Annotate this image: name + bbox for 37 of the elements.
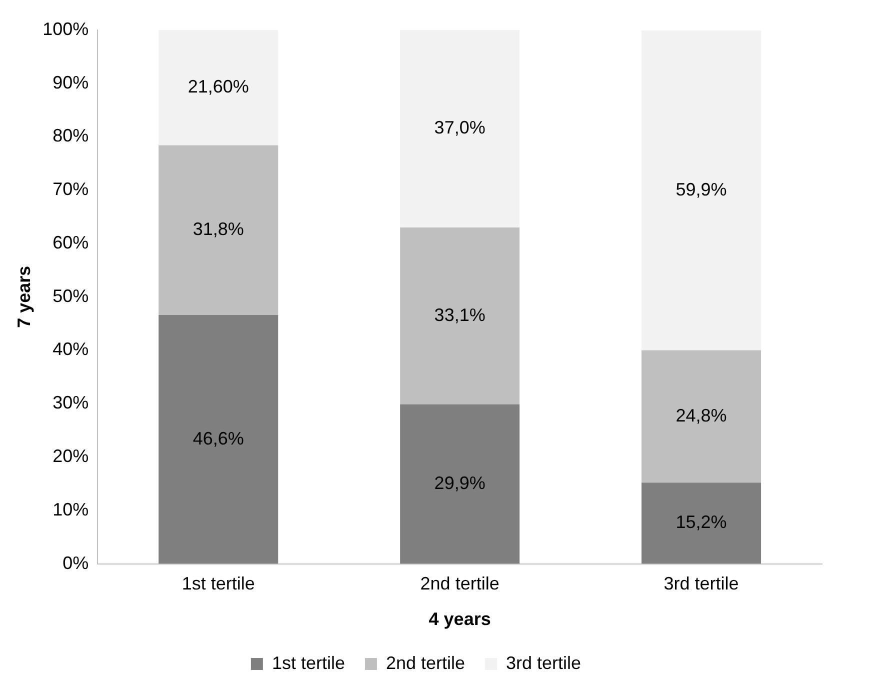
- bar: [158, 30, 278, 146]
- data-label: 31,8%: [192, 219, 244, 240]
- bar: [400, 404, 520, 564]
- y-tick-label: 70%: [52, 179, 89, 200]
- data-label: 29,9%: [434, 472, 486, 493]
- legend-label: 3rd tertile: [506, 652, 582, 673]
- bar: [400, 228, 520, 404]
- y-tick-label: 30%: [52, 392, 89, 413]
- bar: [642, 30, 762, 350]
- x-tick-label: 3rd tertile: [664, 574, 739, 594]
- data-label: 59,9%: [676, 179, 727, 200]
- y-tick-label: 60%: [52, 232, 89, 252]
- x-tick-label: 1st tertile: [182, 574, 255, 594]
- y-tick-label: 100%: [42, 18, 89, 39]
- legend-label: 1st tertile: [272, 652, 345, 673]
- y-tick-label: 90%: [52, 72, 89, 92]
- data-label: 37,0%: [434, 118, 486, 138]
- data-label: 24,8%: [676, 405, 727, 426]
- x-axis-title: 4 years: [428, 609, 491, 630]
- legend-label: 2nd tertile: [386, 652, 466, 673]
- y-tick-label: 0%: [62, 552, 89, 573]
- data-label: 46,6%: [192, 428, 244, 448]
- x-tick-label: 2nd tertile: [420, 574, 500, 594]
- y-tick-label: 50%: [52, 286, 89, 306]
- y-tick-label: 40%: [52, 339, 89, 360]
- y-tick-label: 80%: [52, 126, 89, 146]
- bar: [158, 145, 278, 316]
- data-label: 33,1%: [434, 304, 486, 325]
- data-label: 21,60%: [188, 76, 249, 97]
- bar: [400, 30, 520, 228]
- bar: [642, 482, 762, 564]
- y-tick-label: 10%: [52, 499, 89, 520]
- data-label: 15,2%: [676, 512, 727, 532]
- y-tick-label: 20%: [52, 446, 89, 466]
- bar: [642, 350, 762, 483]
- bar: [158, 315, 278, 564]
- y-axis-title: 7 years: [14, 266, 34, 328]
